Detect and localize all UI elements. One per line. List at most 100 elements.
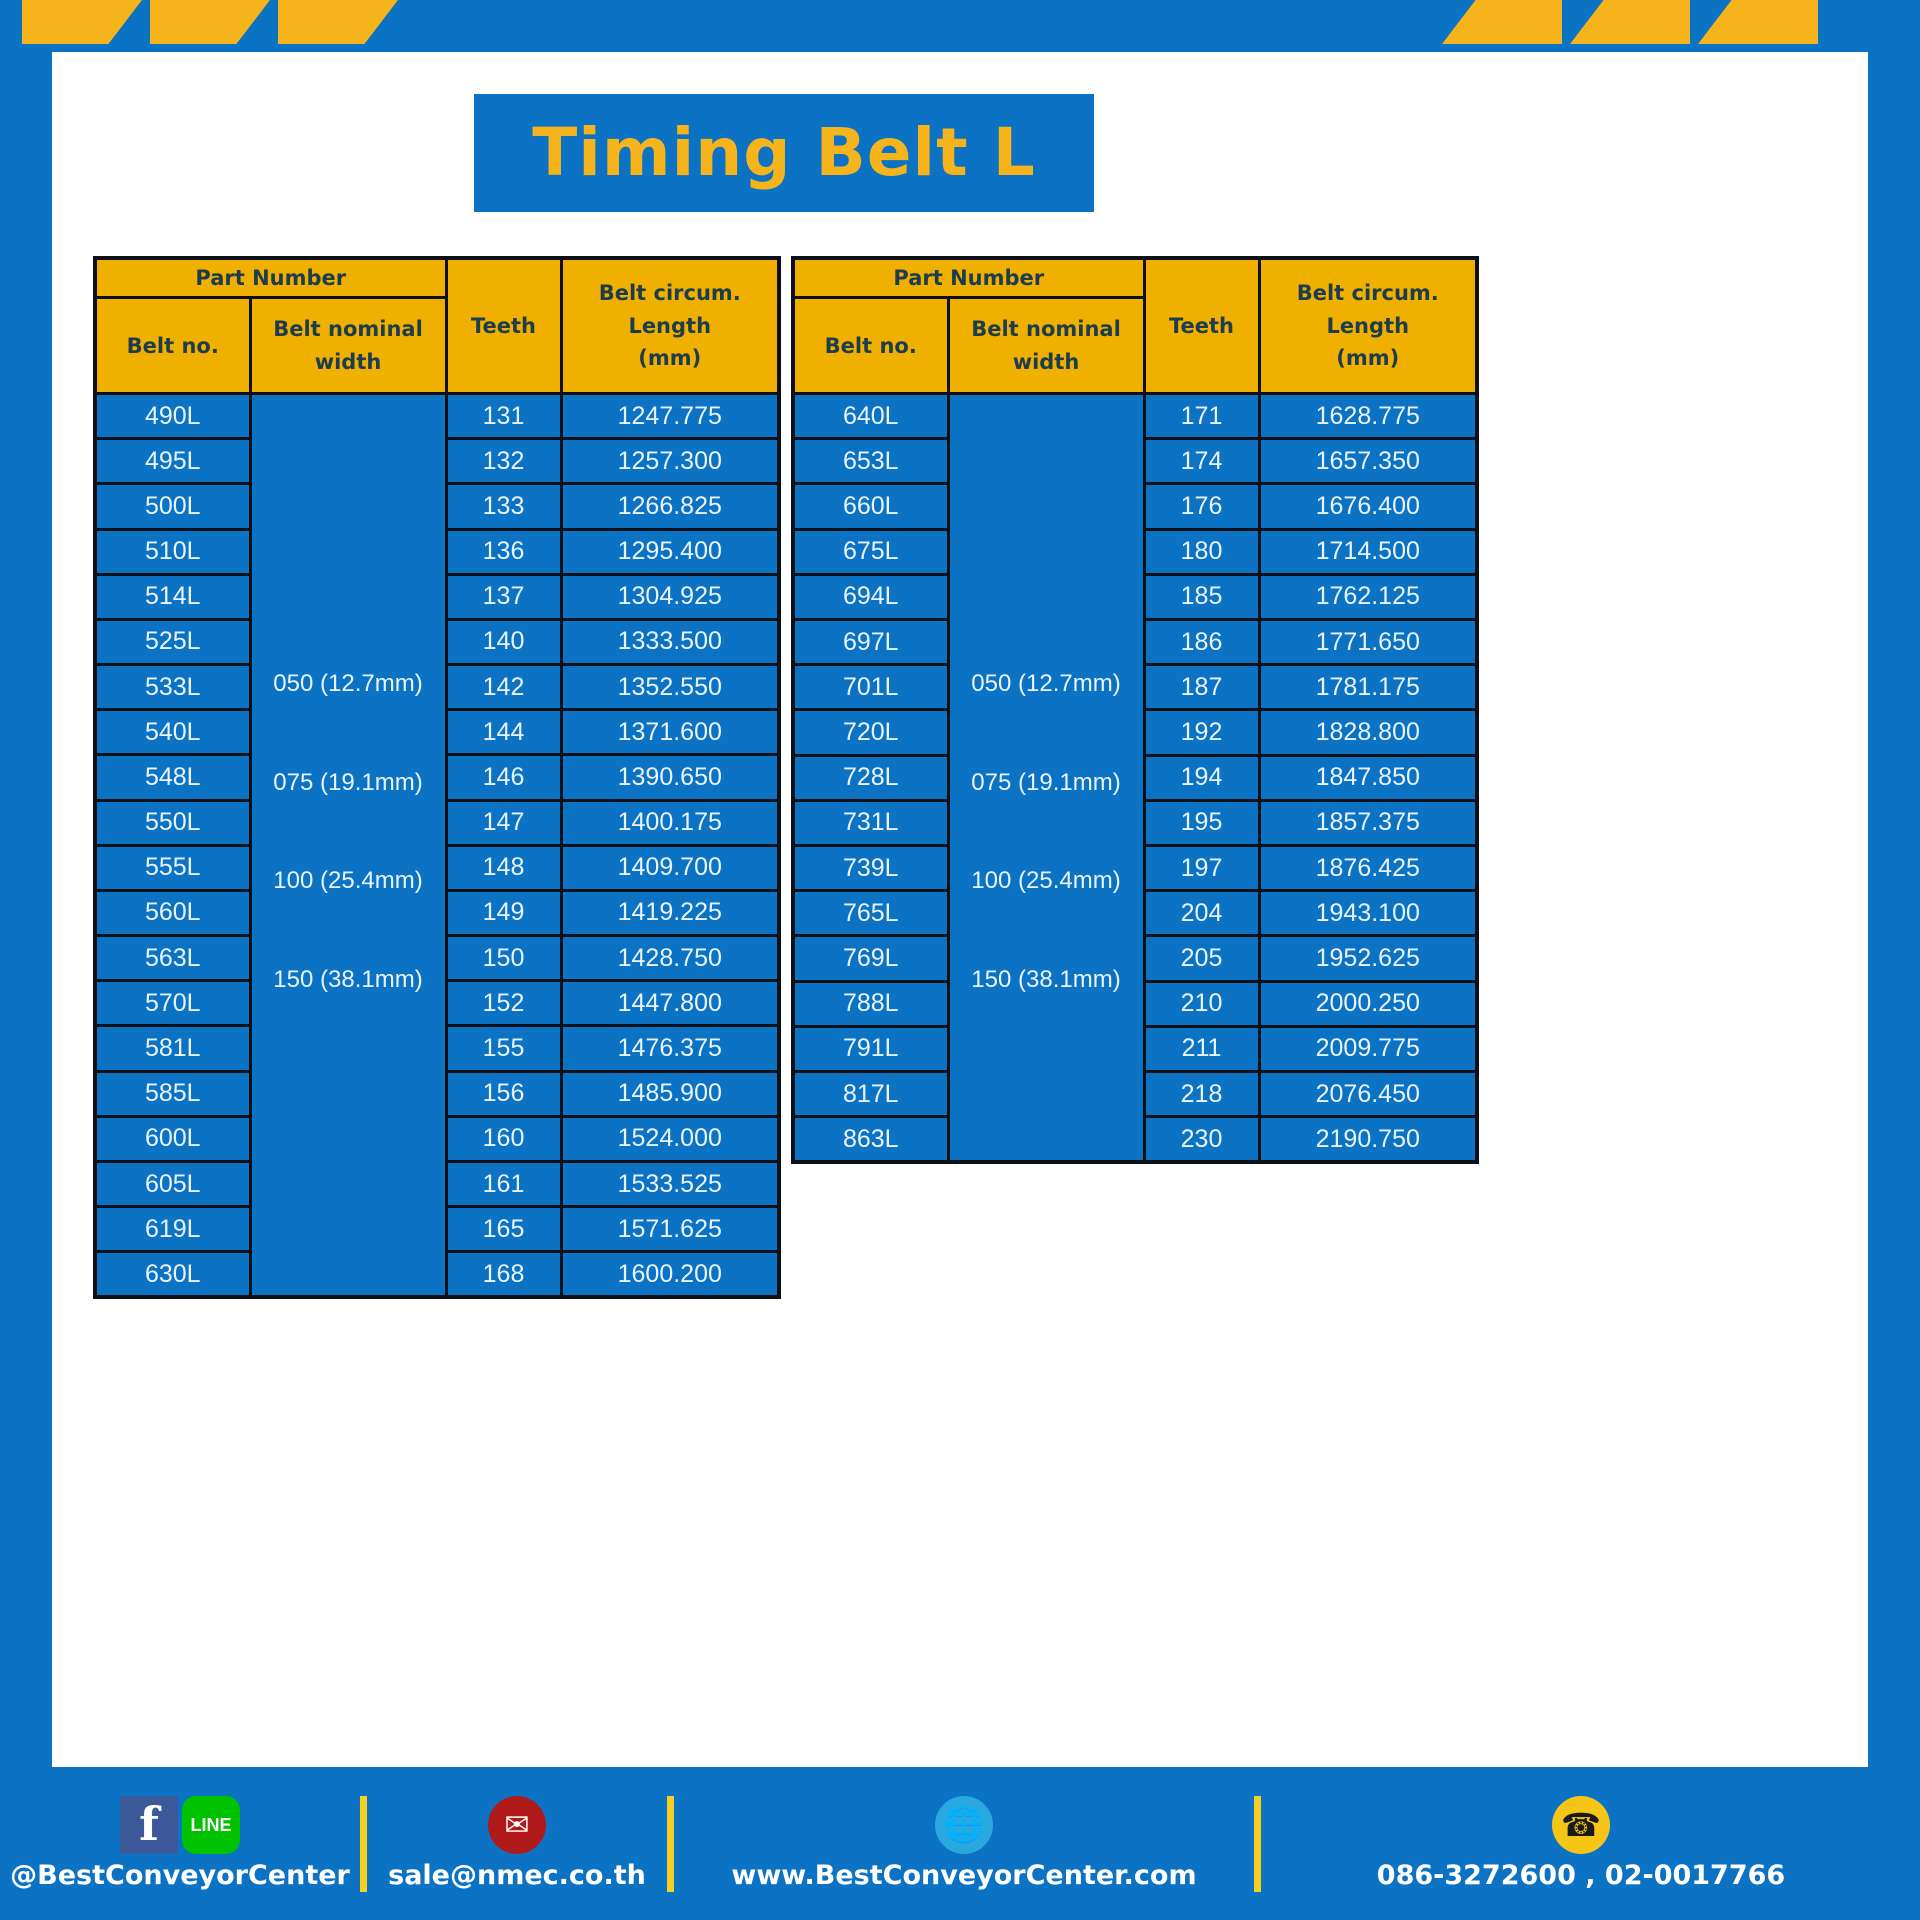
cell-teeth: 204 <box>1142 889 1261 938</box>
table-row: 540L 144 1371.600 <box>93 708 781 757</box>
cell-belt-no: 548L <box>93 753 252 802</box>
email-address: sale@nmec.co.th <box>388 1860 646 1891</box>
cell-teeth: 150 <box>444 934 563 983</box>
table-row: 694L 185 1762.125 <box>791 572 1479 622</box>
cell-belt-no: 514L <box>93 572 252 621</box>
cell-belt-no: 500L <box>93 482 252 531</box>
cell-length-mm: 1371.600 <box>559 708 781 757</box>
cell-belt-no: 728L <box>791 753 950 802</box>
cell-teeth: 144 <box>444 708 563 757</box>
footer-social[interactable]: f LINE @BestConveyorCenter <box>10 1796 350 1891</box>
cell-belt-no: 788L <box>791 979 950 1028</box>
cell-teeth: 192 <box>1142 708 1261 757</box>
width-label-w150: 150 (38.1mm) <box>273 966 423 993</box>
table-row: 619L 165 1571.625 <box>93 1205 781 1254</box>
table-row: 514L 137 1304.925 <box>93 572 781 621</box>
cell-teeth: 160 <box>444 1114 563 1163</box>
footer-divider-2 <box>667 1795 674 1892</box>
cell-length-mm: 1247.775 <box>559 391 781 441</box>
cell-belt-no: 697L <box>791 618 950 667</box>
header-belt-circum-line3: (mm) <box>638 346 702 371</box>
table-row: 581L 155 1476.375 <box>93 1024 781 1073</box>
cell-belt-nominal-width: 050 (12.7mm) 075 (19.1mm) 100 (25.4mm) 150 … <box>946 392 1146 1164</box>
cell-teeth: 161 <box>444 1159 563 1209</box>
table-row: 728L 194 1847.850 <box>791 753 1479 802</box>
cell-belt-no: 791L <box>791 1024 950 1074</box>
chevron-decor-1 <box>22 0 142 44</box>
cell-length-mm: 1828.800 <box>1257 708 1479 757</box>
table-row: 555L 148 1409.700 <box>93 843 781 892</box>
cell-length-mm: 1352.550 <box>559 663 781 712</box>
website-url: www.BestConveyorCenter.com <box>731 1860 1197 1891</box>
cell-teeth: 131 <box>444 391 563 441</box>
cell-length-mm: 1333.500 <box>559 617 781 667</box>
width-label-w050: 050 (12.7mm) <box>273 670 423 697</box>
cell-length-mm: 1390.650 <box>559 753 781 802</box>
table-row: 697L 186 1771.650 <box>791 618 1479 667</box>
table-header-row-1: Part Number Teeth Belt circum. Length (m… <box>93 256 781 395</box>
cell-length-mm: 1628.775 <box>1257 391 1479 441</box>
cell-length-mm: 1400.175 <box>559 798 781 847</box>
cell-belt-no: 619L <box>93 1205 252 1254</box>
header-belt-circum-line1: Belt circum. <box>1296 281 1439 306</box>
cell-teeth: 185 <box>1142 572 1261 622</box>
chevron-decor-5 <box>1570 0 1690 44</box>
cell-belt-no: 490L <box>93 391 252 441</box>
cell-belt-no: 817L <box>791 1070 950 1119</box>
cell-belt-no: 570L <box>93 979 252 1028</box>
width-label-w150: 150 (38.1mm) <box>971 966 1121 993</box>
table-header-row-2: Belt no. Belt nominal width <box>93 296 779 395</box>
cell-belt-no: 694L <box>791 572 950 622</box>
table-row: 510L 136 1295.400 <box>93 527 781 576</box>
cell-teeth: 149 <box>444 888 563 938</box>
footer-email[interactable]: ✉ sale@nmec.co.th <box>388 1796 646 1891</box>
line-icon[interactable]: LINE <box>182 1796 240 1854</box>
cell-teeth: 171 <box>1142 391 1261 441</box>
chevron-decor-2 <box>150 0 270 44</box>
cell-belt-no: 739L <box>791 844 950 893</box>
table-row: 817L 218 2076.450 <box>791 1070 1479 1119</box>
cell-length-mm: 2190.750 <box>1257 1115 1479 1164</box>
email-icon[interactable]: ✉ <box>487 1796 546 1854</box>
facebook-icon[interactable]: f <box>120 1796 178 1854</box>
table-row: 739L 197 1876.425 <box>791 844 1479 893</box>
cell-teeth: 137 <box>444 572 563 621</box>
chevron-decor-4 <box>1442 0 1562 44</box>
cell-belt-no: 765L <box>791 889 950 938</box>
cell-length-mm: 2009.775 <box>1257 1024 1479 1074</box>
facebook-handle: @BestConveyorCenter <box>10 1860 350 1891</box>
cell-length-mm: 1295.400 <box>559 527 781 576</box>
table-row: 500L 133 1266.825 <box>93 482 781 531</box>
page-title-box: Timing Belt L <box>474 94 1094 212</box>
page-title: Timing Belt L <box>532 114 1036 191</box>
table-header-row-1: Part Number Teeth Belt circum. Length (m… <box>791 256 1479 395</box>
width-label-w100: 100 (25.4mm) <box>971 867 1121 894</box>
table-row: 490L 050 (12.7mm) 075 (19.1mm) 100 (25.4mm)… <box>93 391 781 1299</box>
cell-teeth: 194 <box>1142 753 1261 802</box>
table-row: 548L 146 1390.650 <box>93 753 781 802</box>
phone-icon[interactable]: ☎ <box>1551 1796 1610 1854</box>
header-part-number: Part Number <box>791 256 1146 299</box>
cell-teeth: 133 <box>444 482 563 531</box>
header-belt-nominal-width: Belt nominal width <box>946 296 1146 395</box>
table-row: 653L 174 1657.350 <box>791 437 1479 486</box>
cell-belt-no: 533L <box>93 663 252 712</box>
cell-belt-no: 555L <box>93 843 252 892</box>
cell-length-mm: 2000.250 <box>1257 979 1479 1028</box>
contact-footer: f LINE @BestConveyorCenter ✉ sale@nmec.c… <box>0 1767 1920 1920</box>
globe-icon[interactable]: 🌐 <box>934 1796 993 1854</box>
cell-belt-no: 605L <box>93 1159 252 1209</box>
cell-length-mm: 1771.650 <box>1257 618 1479 667</box>
timing-belt-table-right: Part Number Teeth Belt circum. Length (m… <box>791 256 1479 1164</box>
width-label-w075: 075 (19.1mm) <box>273 769 423 796</box>
cell-teeth: 168 <box>444 1250 563 1299</box>
cell-length-mm: 1762.125 <box>1257 572 1479 622</box>
cell-length-mm: 1857.375 <box>1257 798 1479 848</box>
header-teeth: Teeth <box>1142 256 1261 395</box>
cell-belt-no: 560L <box>93 888 252 938</box>
footer-website[interactable]: 🌐 www.BestConveyorCenter.com <box>731 1796 1197 1891</box>
cell-belt-no: 550L <box>93 798 252 847</box>
cell-teeth: 180 <box>1142 527 1261 576</box>
footer-phone[interactable]: ☎ 086-3272600 , 02-0017766 <box>1377 1796 1785 1891</box>
cell-teeth: 210 <box>1142 979 1261 1028</box>
